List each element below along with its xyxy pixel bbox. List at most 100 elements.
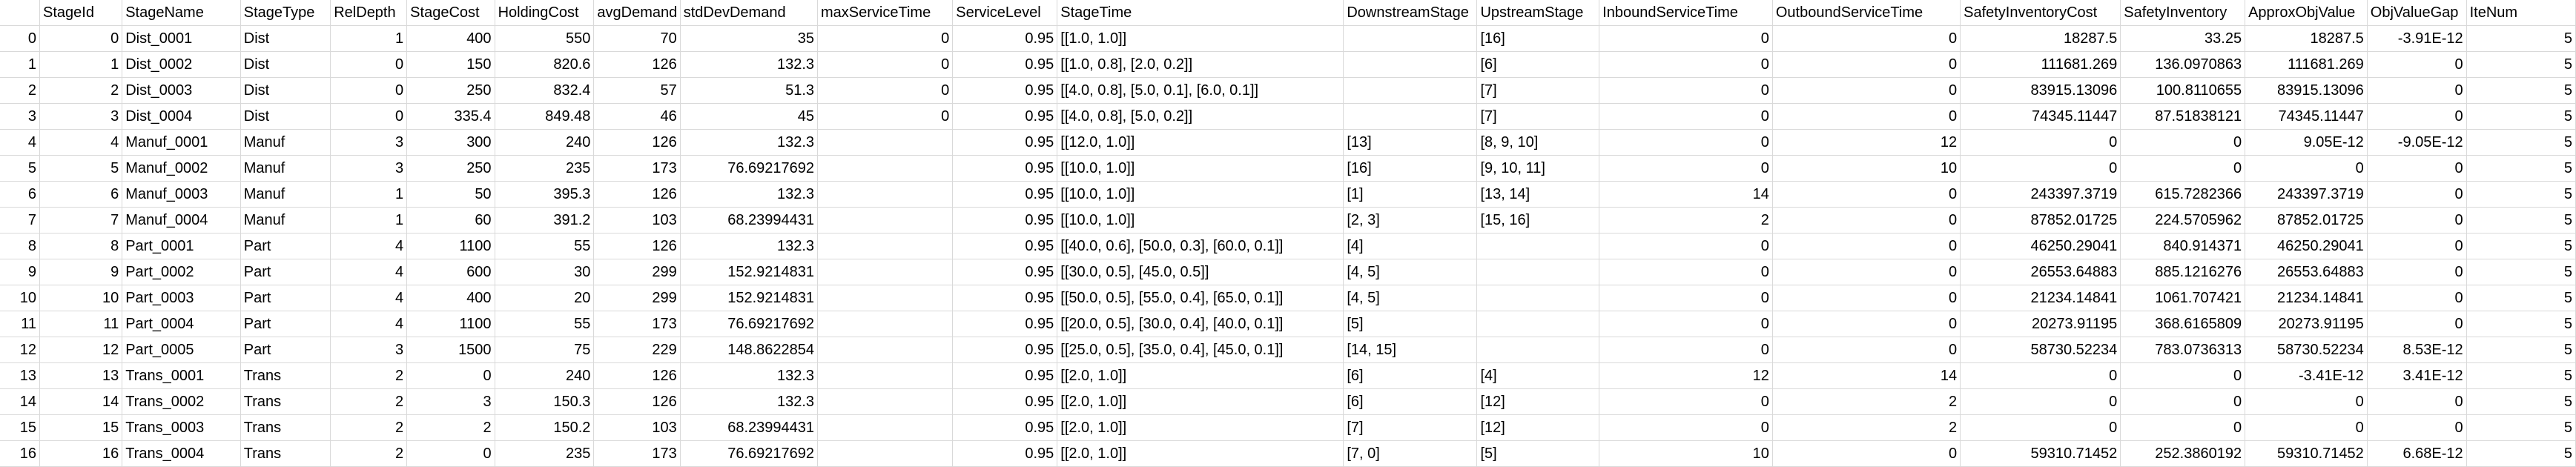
cell-outboundservicetime[interactable]: 0 [1772,207,1961,234]
cell-stagecost[interactable]: 250 [406,77,495,104]
row-index-cell[interactable]: 6 [0,181,41,208]
cell-servicelevel[interactable]: 0.95 [952,207,1058,234]
cell-stagename[interactable]: Manuf_0002 [122,155,241,182]
cell-holdingcost[interactable]: 55 [495,311,595,337]
column-header-stddevdemand[interactable]: stdDevDemand [680,0,819,26]
cell-upstreamstage[interactable]: [15, 16] [1476,207,1600,234]
cell-approxobjvalue[interactable]: 9.05E-12 [2245,129,2368,156]
cell-stagename[interactable]: Part_0005 [122,337,241,363]
cell-stagetype[interactable]: Part [240,337,331,363]
cell-stagetype[interactable]: Dist [240,103,331,130]
cell-stageid[interactable]: 12 [39,337,123,363]
cell-maxservicetime[interactable] [817,285,954,311]
cell-stagename[interactable]: Part_0004 [122,311,241,337]
row-index-cell[interactable]: 1 [0,51,41,78]
row-index-cell[interactable]: 2 [0,77,41,104]
cell-servicelevel[interactable]: 0.95 [952,103,1058,130]
cell-reldepth[interactable]: 2 [330,440,408,467]
cell-stagetype[interactable]: Manuf [240,181,331,208]
cell-stagecost[interactable]: 0 [406,440,495,467]
cell-maxservicetime[interactable]: 0 [817,25,954,52]
cell-stageid[interactable]: 4 [39,129,123,156]
cell-reldepth[interactable]: 3 [330,155,408,182]
cell-maxservicetime[interactable] [817,388,954,415]
cell-safetyinventorycost[interactable]: 83915.13096 [1960,77,2121,104]
cell-upstreamstage[interactable] [1476,259,1600,285]
cell-downstreamstage[interactable]: [1] [1343,181,1478,208]
cell-approxobjvalue[interactable]: 87852.01725 [2245,207,2368,234]
cell-servicelevel[interactable]: 0.95 [952,440,1058,467]
cell-safetyinventorycost[interactable]: 74345.11447 [1960,103,2121,130]
cell-maxservicetime[interactable] [817,362,954,389]
cell-avgdemand[interactable]: 173 [593,311,681,337]
table-row[interactable]: 11 11 Part_0004 Part 4 1100 55 173 76.69217692 0.… [0,311,2576,337]
cell-servicelevel[interactable]: 0.95 [952,414,1058,441]
cell-maxservicetime[interactable] [817,155,954,182]
cell-itenum[interactable]: 5 [2466,103,2576,130]
cell-safetyinventorycost[interactable]: 20273.91195 [1960,311,2121,337]
cell-safetyinventory[interactable]: 0 [2120,362,2246,389]
cell-stddevdemand[interactable]: 132.3 [680,51,819,78]
cell-safetyinventorycost[interactable]: 26553.64883 [1960,259,2121,285]
cell-holdingcost[interactable]: 820.6 [495,51,595,78]
cell-stagetype[interactable]: Part [240,311,331,337]
cell-stagetype[interactable]: Trans [240,388,331,415]
cell-holdingcost[interactable]: 55 [495,233,595,259]
cell-approxobjvalue[interactable]: 83915.13096 [2245,77,2368,104]
cell-itenum[interactable]: 5 [2466,181,2576,208]
cell-objvaluegap[interactable]: 0 [2367,233,2467,259]
cell-objvaluegap[interactable]: 0 [2367,311,2467,337]
cell-approxobjvalue[interactable]: -3.41E-12 [2245,362,2368,389]
cell-upstreamstage[interactable] [1476,233,1600,259]
cell-avgdemand[interactable]: 299 [593,285,681,311]
cell-inboundservicetime[interactable]: 0 [1599,103,1773,130]
cell-outboundservicetime[interactable]: 0 [1772,233,1961,259]
cell-safetyinventorycost[interactable]: 0 [1960,129,2121,156]
cell-upstreamstage[interactable]: [4] [1476,362,1600,389]
row-index-cell[interactable]: 12 [0,337,41,363]
cell-stagetime[interactable]: [[50.0, 0.5], [55.0, 0.4], [65.0, 0.1]] [1057,285,1344,311]
cell-stageid[interactable]: 5 [39,155,123,182]
cell-safetyinventory[interactable]: 615.7282366 [2120,181,2246,208]
cell-reldepth[interactable]: 0 [330,77,408,104]
cell-maxservicetime[interactable] [817,311,954,337]
cell-upstreamstage[interactable]: [6] [1476,51,1600,78]
cell-stddevdemand[interactable]: 68.23994431 [680,207,819,234]
cell-objvaluegap[interactable]: 0 [2367,388,2467,415]
cell-itenum[interactable]: 5 [2466,337,2576,363]
column-header-outboundservicetime[interactable]: OutboundServiceTime [1772,0,1961,26]
cell-stddevdemand[interactable]: 76.69217692 [680,155,819,182]
row-index-cell[interactable]: 10 [0,285,41,311]
cell-stddevdemand[interactable]: 45 [680,103,819,130]
cell-holdingcost[interactable]: 235 [495,440,595,467]
cell-holdingcost[interactable]: 235 [495,155,595,182]
cell-stddevdemand[interactable]: 76.69217692 [680,440,819,467]
cell-stageid[interactable]: 2 [39,77,123,104]
cell-approxobjvalue[interactable]: 59310.71452 [2245,440,2368,467]
cell-stageid[interactable]: 3 [39,103,123,130]
cell-stagetime[interactable]: [[25.0, 0.5], [35.0, 0.4], [45.0, 0.1]] [1057,337,1344,363]
column-header-stageid[interactable]: StageId [39,0,123,26]
cell-downstreamstage[interactable]: [7, 0] [1343,440,1478,467]
cell-safetyinventorycost[interactable]: 0 [1960,414,2121,441]
cell-avgdemand[interactable]: 57 [593,77,681,104]
cell-reldepth[interactable]: 0 [330,103,408,130]
cell-safetyinventory[interactable]: 368.6165809 [2120,311,2246,337]
column-header-stagetime[interactable]: StageTime [1057,0,1344,26]
cell-servicelevel[interactable]: 0.95 [952,362,1058,389]
cell-stddevdemand[interactable]: 132.3 [680,181,819,208]
cell-outboundservicetime[interactable]: 10 [1772,155,1961,182]
cell-safetyinventory[interactable]: 87.51838121 [2120,103,2246,130]
cell-stagetime[interactable]: [[20.0, 0.5], [30.0, 0.4], [40.0, 0.1]] [1057,311,1344,337]
cell-approxobjvalue[interactable]: 26553.64883 [2245,259,2368,285]
cell-holdingcost[interactable]: 240 [495,362,595,389]
cell-holdingcost[interactable]: 75 [495,337,595,363]
cell-safetyinventorycost[interactable]: 0 [1960,362,2121,389]
cell-upstreamstage[interactable] [1476,285,1600,311]
cell-downstreamstage[interactable]: [6] [1343,388,1478,415]
cell-stagetype[interactable]: Dist [240,77,331,104]
cell-safetyinventorycost[interactable]: 243397.3719 [1960,181,2121,208]
cell-reldepth[interactable]: 3 [330,337,408,363]
cell-stagetype[interactable]: Dist [240,51,331,78]
cell-objvaluegap[interactable]: 0 [2367,285,2467,311]
